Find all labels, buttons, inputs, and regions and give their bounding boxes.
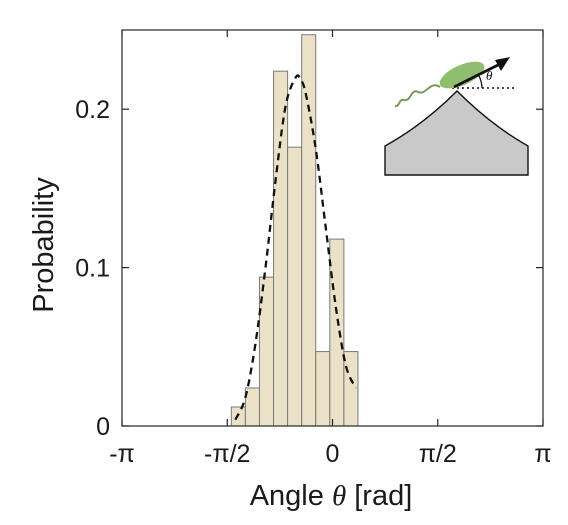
y-tick-label-1: 0: [96, 413, 110, 441]
histogram-bar-7: [315, 351, 331, 427]
histogram-bar-6: [301, 34, 317, 427]
x-axis-label-unit: [rad]: [346, 480, 412, 512]
histogram-bar-8: [329, 238, 345, 427]
histogram-bar-4: [273, 70, 289, 427]
ticks-layer: -π -π/2 0 π/2 π 0 0.1 0.2: [75, 30, 552, 468]
x-axis-label-prefix: Angle: [250, 480, 332, 512]
inset-bacterium: [439, 61, 485, 89]
x-axis-label-theta: θ: [332, 480, 346, 512]
inset-arrowhead: [495, 57, 510, 71]
y-axis-label: Probability: [28, 177, 60, 313]
y-tick-label-2: 0.1: [75, 255, 110, 283]
x-tick-label-4: π/2: [419, 440, 457, 468]
x-tick-label-5: π: [534, 440, 551, 468]
inset-flagellum: [394, 84, 441, 108]
fit-curve-layer: [234, 74, 357, 421]
histogram-bar-9: [343, 351, 359, 427]
y-tick-label-3: 0.2: [75, 96, 110, 124]
gaussian-fit-curve: [234, 74, 357, 421]
inset-angle-arc: [478, 75, 483, 89]
bars-layer: [230, 34, 359, 427]
x-tick-label-2: -π/2: [204, 440, 250, 468]
inset-angle-label: θ: [486, 68, 493, 83]
x-tick-label-1: -π: [109, 440, 135, 468]
inset-schematic: θ: [384, 57, 529, 176]
histogram-bar-5: [287, 146, 303, 427]
inset-surface-cusp: [384, 90, 529, 176]
inset-orientation-arrow: [453, 61, 503, 89]
x-axis-label: Angle θ [rad]: [250, 480, 413, 512]
x-tick-label-3: 0: [326, 440, 340, 468]
